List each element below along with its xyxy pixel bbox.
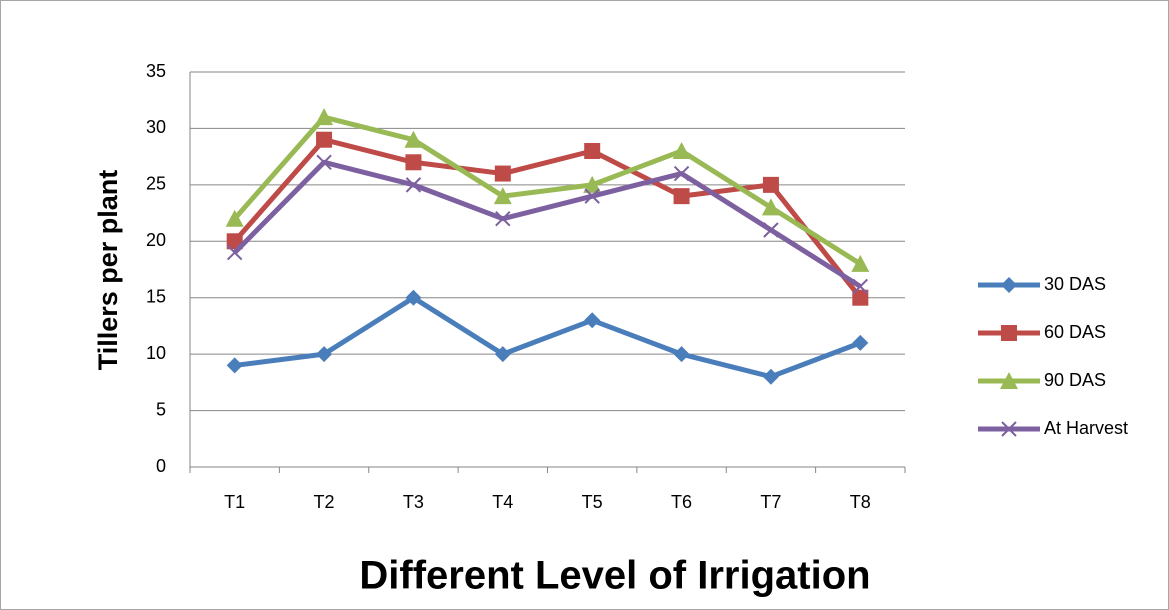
y-tick-label: 30 [146,117,166,137]
data-point [405,154,422,171]
y-tick-label: 25 [146,174,166,194]
data-point [584,143,601,159]
data-point [316,346,333,363]
legend-marker [1001,421,1017,437]
data-point [852,289,869,306]
legend-marker [1000,372,1018,389]
series-line [232,137,863,300]
x-tick-label: T2 [314,492,335,512]
data-point [316,154,332,170]
x-tick-label: T6 [671,492,692,512]
data-point [852,278,869,295]
data-point [672,142,691,159]
legend-label: At Harvest [1044,418,1128,438]
series-line [234,295,862,380]
data-point [584,188,600,204]
data-point [673,188,690,205]
data-point [852,334,869,351]
y-tick-label: 0 [156,456,166,476]
x-axis-title: Different Level of Irrigation [359,554,870,598]
y-tick-label: 35 [146,61,166,81]
data-point [763,222,779,238]
legend-label: 30 DAS [1044,274,1106,294]
data-point [404,130,423,148]
data-point [493,187,512,205]
data-point [494,346,511,363]
data-point [584,312,601,329]
x-tick-label: T4 [492,492,513,512]
data-point [762,368,779,385]
data-point [673,165,690,182]
x-tick-label: T7 [760,492,781,512]
data-point [851,254,870,272]
legend-marker [1001,277,1017,293]
y-tick-label: 15 [146,286,166,306]
y-tick-label: 20 [146,230,166,250]
series-line [232,114,862,266]
data-point [762,176,779,193]
data-point [226,244,243,261]
data-point [495,211,511,227]
data-point [316,131,333,148]
legend-label: 60 DAS [1044,322,1106,342]
data-point [405,177,422,193]
legend-marker [1001,325,1017,341]
data-point [494,165,511,182]
data-point [673,346,690,363]
data-point [583,175,602,193]
y-tick-label: 10 [146,343,166,363]
x-tick-label: T5 [582,492,603,512]
x-tick-label: T8 [850,492,871,512]
data-point [225,209,244,227]
y-axis-title: Tillers per plant [93,170,123,371]
x-tick-label: T3 [403,492,424,512]
legend-label: 90 DAS [1044,370,1106,390]
x-tick-label: T1 [224,492,245,512]
data-point [405,289,422,306]
data-point [315,108,334,126]
series-line [232,159,862,289]
data-point [226,357,243,374]
data-point [761,198,780,216]
y-tick-label: 5 [156,399,166,419]
